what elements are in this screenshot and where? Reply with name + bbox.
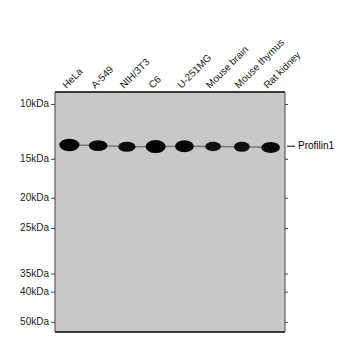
y-tick-label: 15kDa: [20, 153, 49, 164]
y-axis-line-right: [285, 92, 286, 332]
band: [175, 140, 194, 152]
y-tick-right: [285, 198, 288, 199]
lane-label: C6: [146, 73, 163, 90]
chart-svg: 50kDa 40kDa 35kDa 25kDa 20kDa 15kDa 10kDa HeLaA…: [0, 0, 351, 350]
y-tick-right: [285, 292, 288, 293]
annotation-dash: [287, 146, 295, 147]
y-tick-label: 35kDa: [20, 268, 49, 279]
chart-container: 50kDa 40kDa 35kDa 25kDa 20kDa 15kDa 10kDa HeLaA…: [0, 0, 351, 350]
band: [261, 142, 280, 153]
band: [59, 139, 79, 151]
y-tick-label: 10kDa: [20, 98, 49, 109]
y-tick-label: 20kDa: [20, 192, 49, 203]
band: [146, 140, 166, 153]
y-tick: [51, 228, 55, 229]
y-tick-right: [285, 159, 288, 160]
gel-background: [55, 92, 285, 332]
y-tick: [51, 274, 55, 275]
y-tick-right: [285, 322, 288, 323]
y-tick-label: 50kDa: [20, 316, 49, 327]
y-tick-label: 25kDa: [20, 222, 49, 233]
annotation: Profilin1: [298, 140, 335, 151]
band: [89, 140, 108, 151]
y-tick-label: 40kDa: [20, 286, 49, 297]
band: [205, 142, 221, 151]
y-axis-line: [55, 92, 56, 332]
y-tick: [51, 292, 55, 293]
y-tick: [51, 198, 55, 199]
y-tick: [51, 322, 55, 323]
gel-top-border: [55, 91, 285, 93]
lane-label: HeLa: [60, 65, 85, 90]
lane-label: NIH/3T3: [118, 56, 152, 90]
y-tick-right: [285, 104, 288, 105]
band: [234, 142, 250, 152]
y-tick-right: [285, 228, 288, 229]
lane-label: Mouse thymus: [233, 37, 287, 91]
y-tick: [51, 104, 55, 105]
y-tick: [51, 159, 55, 160]
band: [118, 142, 135, 152]
y-tick-right: [285, 274, 288, 275]
lane-label: Rat kidney: [261, 49, 302, 90]
gel-bottom-border: [55, 331, 285, 333]
lane-label: A-549: [89, 63, 116, 90]
bands: [59, 139, 280, 153]
